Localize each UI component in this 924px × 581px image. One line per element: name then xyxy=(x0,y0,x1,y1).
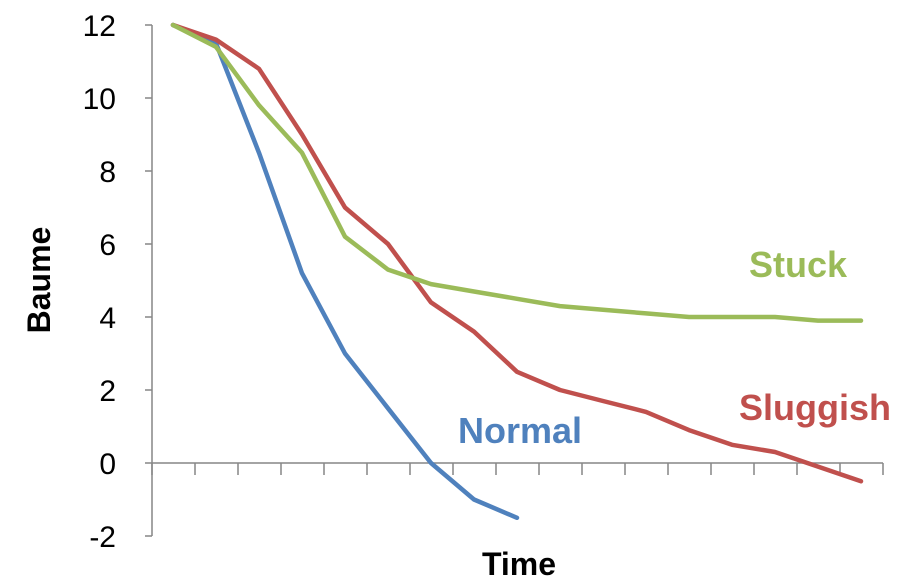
y-axis-title: Baume xyxy=(21,227,57,334)
series-line-sluggish xyxy=(170,22,864,484)
series-labels: Normal Sluggish Stuck xyxy=(458,244,891,451)
y-tick-label: 10 xyxy=(83,83,116,116)
series-label-sluggish: Sluggish xyxy=(739,387,891,428)
series-label-stuck: Stuck xyxy=(749,244,848,285)
y-tick-label: 2 xyxy=(99,375,116,408)
series-line-normal xyxy=(170,22,520,521)
y-tick-label: 6 xyxy=(99,229,116,262)
y-tick-label: 4 xyxy=(99,302,116,335)
series-label-normal: Normal xyxy=(458,410,582,451)
y-tick-label: 12 xyxy=(83,10,116,43)
x-axis-title: Time xyxy=(482,546,556,581)
axes xyxy=(145,24,884,537)
y-tick-label: -2 xyxy=(89,521,116,554)
y-tick-label: 0 xyxy=(99,448,116,481)
series-line-stuck xyxy=(170,22,864,323)
y-tick-label: 8 xyxy=(99,156,116,189)
y-tick-labels: 12 10 8 6 4 2 0 -2 xyxy=(83,10,116,554)
series-lines xyxy=(170,22,864,521)
